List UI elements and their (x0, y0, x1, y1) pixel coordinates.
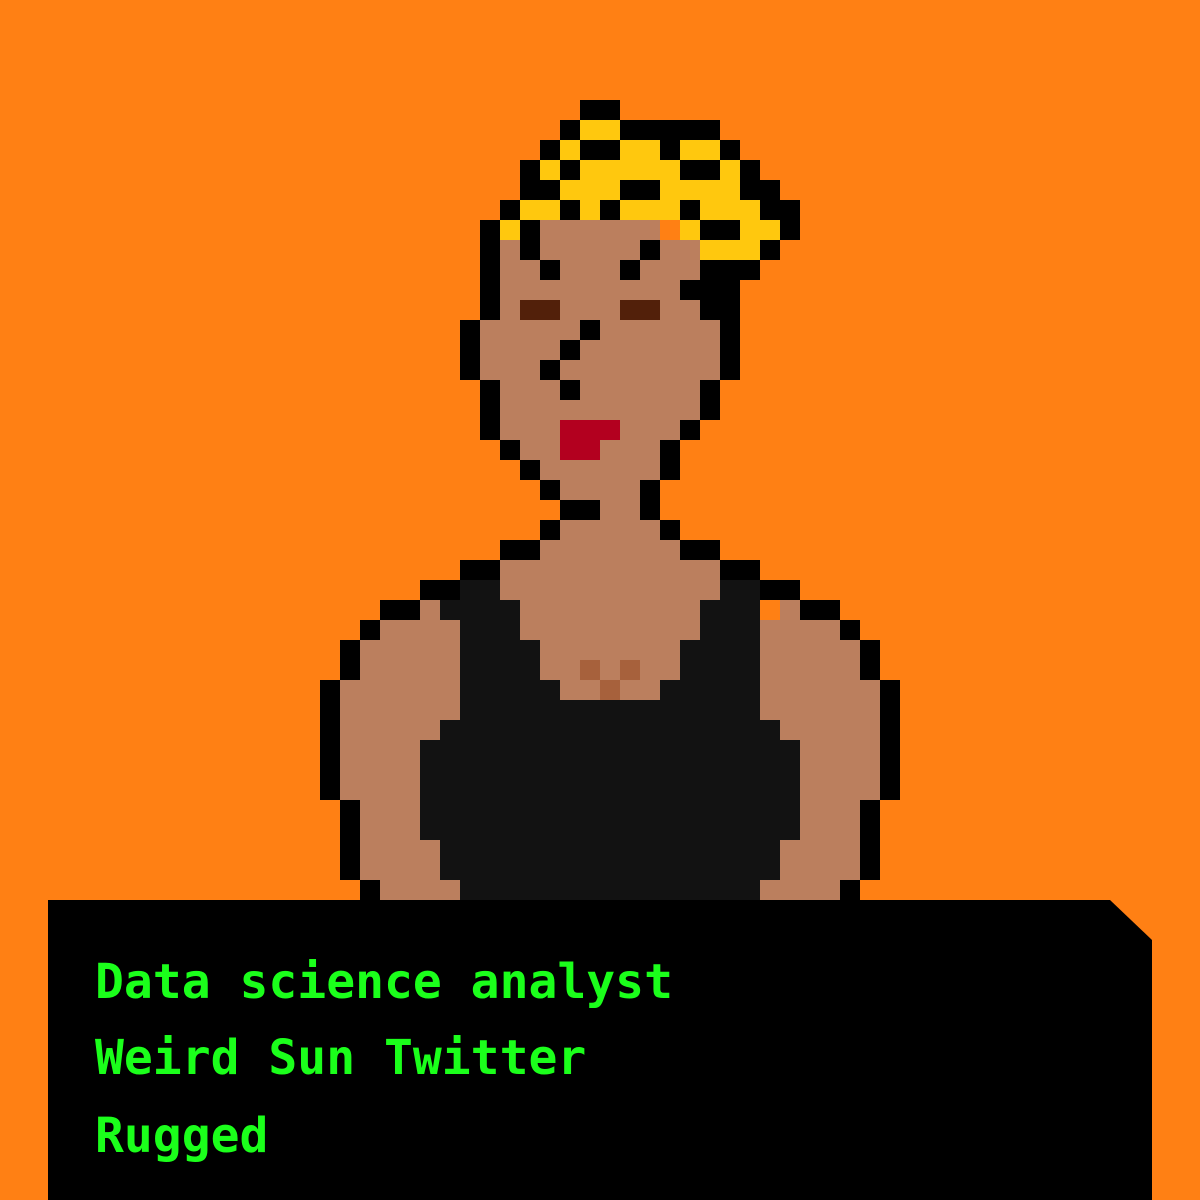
arms (340, 600, 880, 900)
eyes (520, 300, 660, 320)
caption-line-trait: Rugged (95, 1108, 269, 1164)
caption-line-community: Weird Sun Twitter (95, 1030, 587, 1086)
caption-panel: Data science analyst Weird Sun Twitter R… (48, 900, 1152, 1200)
lips (560, 420, 620, 460)
chest-mark (580, 660, 640, 700)
outline (320, 100, 900, 900)
face (480, 220, 720, 500)
caption-line-profession: Data science analyst (95, 954, 673, 1010)
tank-top (420, 580, 800, 900)
pixel-portrait (320, 100, 900, 900)
neck-and-chest (500, 500, 720, 700)
